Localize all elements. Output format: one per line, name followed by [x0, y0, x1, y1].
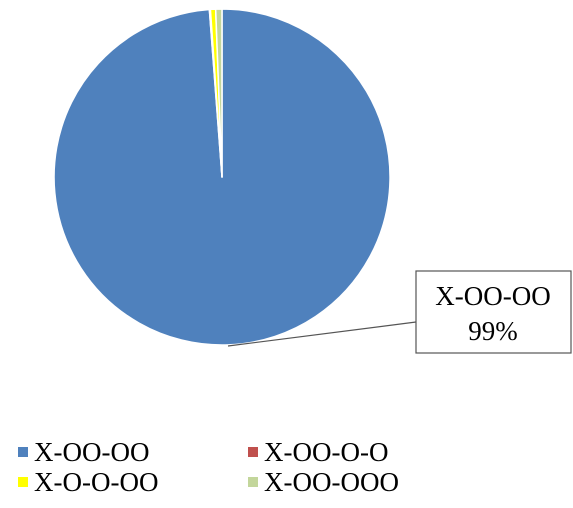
legend-label: X-OO-O-O: [264, 436, 389, 467]
data-label-callout: X-OO-OO 99%: [415, 270, 572, 354]
legend-item-x-oo-ooo: X-OO-OOO: [248, 467, 399, 497]
data-label-leader-line: [227, 321, 417, 347]
legend-swatch: [248, 477, 258, 487]
pie-slice-x-oo-ooo: [214, 8, 223, 178]
legend-item-x-oo-oo: X-OO-OO: [18, 437, 149, 467]
legend-swatch: [18, 477, 28, 487]
legend-item-x-oo-o-o: X-OO-O-O: [248, 437, 388, 467]
data-label-value: 99%: [468, 316, 518, 346]
legend-label: X-O-O-OO: [34, 466, 159, 497]
data-label-box: [415, 270, 572, 354]
legend-item-x-o-o-oo: X-O-O-OO: [18, 467, 158, 497]
data-label-category: X-OO-OO: [435, 281, 550, 311]
legend-swatch: [248, 447, 258, 457]
pie-slices: [53, 8, 391, 346]
legend-swatch: [18, 447, 28, 457]
legend-label: X-OO-OO: [34, 436, 150, 467]
legend-label: X-OO-OOO: [264, 466, 399, 497]
